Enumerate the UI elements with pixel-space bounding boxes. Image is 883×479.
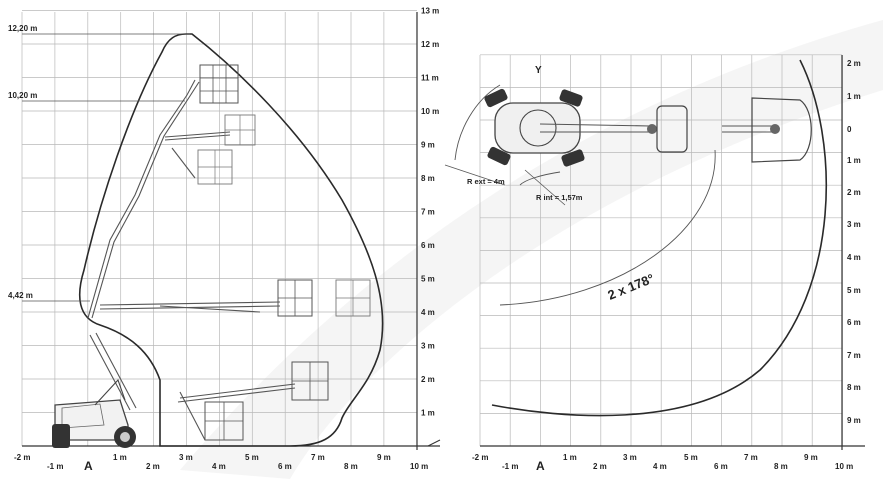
basket-mid [197,149,233,185]
top-view-axis-mark: A [536,459,545,473]
working-envelope [78,33,384,447]
radius-outer-arc [454,84,501,161]
side-view-x-tick: -2 m [14,453,30,462]
top-view-y-tick: 3 m [847,220,861,229]
basket-low [204,401,244,441]
basket-horizontal [277,279,313,317]
side-view-y-tick: 5 m [421,275,435,284]
top-view: R ext = 4m R int = 1,57m 2 x 178° Y A -2… [444,54,865,473]
top-view-x-tick: 5 m [684,453,698,462]
top-view-y-tick: 9 m [847,416,861,425]
radius-inner-label: R int = 1,57m [536,193,583,202]
side-view: 12,20 m 10,20 m 4,42 m [8,7,441,473]
side-view-x-tick: 10 m [410,462,428,471]
tire-front [114,426,136,448]
height-marker-4-42: 4,42 m [8,291,90,302]
side-view-x-tick: 1 m [113,453,127,462]
top-view-direction-mark: Y [535,65,542,76]
top-view-x-tick: 4 m [653,462,667,471]
top-view-y-tick: 0 [847,125,852,134]
top-view-x-tick: 1 m [563,453,577,462]
top-view-x-tick: 7 m [744,453,758,462]
top-view-x-tick: 3 m [623,453,637,462]
boom-low [89,332,296,441]
basket-low-right [291,361,329,401]
radius-outer-line [444,164,506,186]
side-view-y-tick: 9 m [421,141,435,150]
top-view-y-tick: 4 m [847,253,861,262]
side-view-x-tick: 2 m [146,462,160,471]
side-view-y-tick: 6 m [421,241,435,250]
side-view-x-tick: -1 m [47,462,63,471]
top-view-x-tick: 9 m [804,453,818,462]
top-view-x-tick: 2 m [593,462,607,471]
side-view-x-tick: 7 m [311,453,325,462]
boom-horizontal [99,301,281,313]
top-view-x-tick: 8 m [774,462,788,471]
top-view-y-tick: 8 m [847,383,861,392]
side-view-y-tick: 2 m [421,375,435,384]
radius-outer-label: R ext = 4m [467,177,505,186]
side-view-y-tick: 4 m [421,308,435,317]
side-view-x-tick: 3 m [179,453,193,462]
machine-top-view-rotated [722,97,812,163]
rotation-envelope-outer [491,59,828,417]
side-view-x-ticks: -2 m -1 m 1 m 2 m 3 m 4 m 5 m 6 m 7 m 8 m 9 m 10 m [14,453,428,471]
side-view-y-tick: 1 m [421,409,435,418]
height-marker-label: 4,42 m [8,291,33,300]
height-marker-label: 12,20 m [8,24,37,33]
top-view-x-tick: 10 m [835,462,853,471]
side-view-y-tick: 8 m [421,174,435,183]
basket-top [199,64,239,104]
radius-inner-line [524,169,566,206]
side-view-grid [21,10,418,447]
side-view-y-tick: 3 m [421,342,435,351]
top-view-x-tick: -2 m [472,453,488,462]
side-view-x-tick: 8 m [344,462,358,471]
side-view-x-tick: 6 m [278,462,292,471]
top-view-y-tick: 5 m [847,286,861,295]
side-view-y-tick: 12 m [421,40,439,49]
basket-upper-mid [224,114,256,146]
side-view-y-tick: 7 m [421,208,435,217]
watermark-swoosh [180,20,883,479]
side-view-x-tick: 9 m [377,453,391,462]
side-view-axis-arrow [427,439,441,447]
side-view-axis-mark: A [84,459,93,473]
top-view-y-tick: 1 m [847,92,861,101]
height-marker-12-20: 12,20 m [8,24,190,35]
boom-mid [164,131,231,179]
tire-rear [52,424,70,448]
height-marker-label: 10,20 m [8,91,37,100]
side-view-y-tick: 13 m [421,7,439,16]
side-view-x-tick: 5 m [245,453,259,462]
boom-high [87,79,200,319]
top-view-y-tick: 7 m [847,351,861,360]
top-view-x-ticks: -2 m -1 m 1 m 2 m 3 m 4 m 5 m 6 m 7 m 8 m 9 m 10 m [472,453,853,471]
side-view-y-ticks: 1 m 2 m 3 m 4 m 5 m 6 m 7 m 8 m 9 m 10 m 11 m 12 m 1… [421,7,439,418]
basket-horizontal-far [335,279,371,317]
top-view-y-tick: 6 m [847,318,861,327]
top-view-x-tick: -1 m [502,462,518,471]
height-marker-10-20: 10,20 m [8,91,185,102]
side-view-y-tick: 11 m [421,74,439,83]
top-view-y-tick: 2 m [847,188,861,197]
top-view-y-tick: 2 m [847,59,861,68]
side-view-y-tick: 10 m [421,107,439,116]
side-view-x-tick: 4 m [212,462,226,471]
machine-top-view [484,88,688,167]
top-view-y-tick: 1 m [847,156,861,165]
top-view-x-tick: 6 m [714,462,728,471]
rotation-arc-guide [499,149,716,306]
top-view-y-ticks: 2 m 1 m 0 1 m 2 m 3 m 4 m 5 m 6 m 7 m 8 m 9 m [847,59,861,425]
